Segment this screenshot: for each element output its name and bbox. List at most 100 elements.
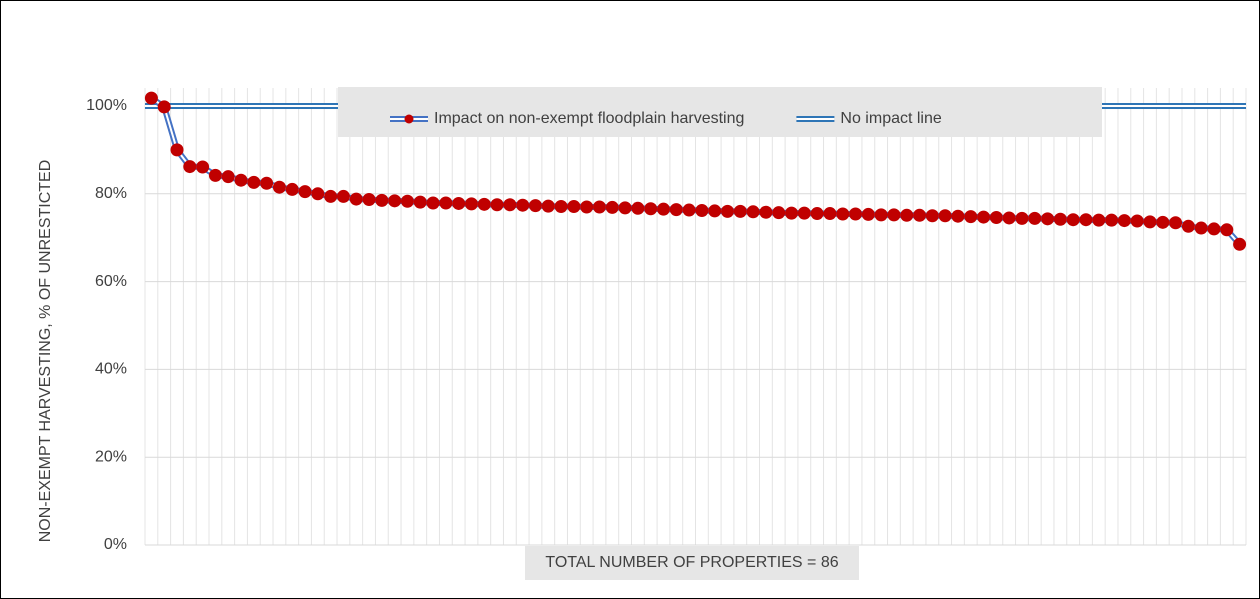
data-point (400, 194, 414, 208)
data-point (1105, 213, 1119, 227)
data-point (1117, 214, 1131, 228)
y-tick-label: 0% (104, 536, 127, 553)
data-point (1207, 222, 1221, 236)
data-point (260, 176, 274, 190)
legend-label: No impact line (840, 110, 941, 127)
legend-box (338, 87, 1102, 137)
data-point (324, 189, 338, 203)
y-tick-label: 100% (86, 97, 127, 114)
data-point (477, 197, 491, 211)
data-point (887, 208, 901, 222)
data-point (1233, 237, 1247, 251)
y-tick-label: 80% (95, 185, 127, 202)
grid: 0% 20% 40% 60% 80% 100% (86, 88, 1247, 553)
data-point (913, 208, 927, 222)
data-point (1002, 211, 1016, 225)
data-point (234, 173, 248, 187)
data-point (247, 175, 261, 189)
data-point (208, 168, 222, 182)
data-point (644, 202, 658, 216)
data-point (925, 209, 939, 223)
data-point (554, 200, 568, 214)
data-point (733, 204, 747, 218)
data-point (874, 208, 888, 222)
data-point (1015, 211, 1029, 225)
data-point (362, 193, 376, 207)
data-point (861, 207, 875, 221)
data-point (810, 207, 824, 221)
data-point (567, 200, 581, 214)
data-point (964, 210, 978, 224)
legend-label: Impact on non-exempt floodplain harvesti… (434, 110, 744, 127)
data-point (849, 207, 863, 221)
data-point (1220, 223, 1234, 237)
data-point (951, 209, 965, 223)
data-point (528, 199, 542, 213)
data-point (708, 204, 722, 218)
y-tick-label: 40% (95, 361, 127, 378)
data-point (823, 207, 837, 221)
data-point (1053, 212, 1067, 226)
data-point (631, 201, 645, 215)
data-point (1041, 212, 1055, 226)
data-point (938, 209, 952, 223)
y-axis-title: NON-EXEMPT HARVESTING, % OF UNRESTICTED (37, 160, 54, 543)
data-point (1066, 213, 1080, 227)
y-tick-label: 20% (95, 448, 127, 465)
data-point (375, 193, 389, 207)
x-axis-title: TOTAL NUMBER OF PROPERTIES = 86 (545, 554, 838, 571)
data-point (285, 182, 299, 196)
data-point (503, 198, 517, 212)
data-point (989, 211, 1003, 225)
data-point (772, 206, 786, 220)
data-point (170, 143, 184, 157)
data-point (746, 205, 760, 219)
data-point (797, 206, 811, 220)
data-point (605, 200, 619, 214)
data-point (439, 196, 453, 210)
data-point (580, 200, 594, 214)
data-point (541, 199, 555, 213)
data-point (221, 170, 235, 184)
data-point (1169, 216, 1183, 230)
data-point (413, 195, 427, 209)
data-point (388, 194, 402, 208)
data-point (721, 204, 735, 218)
x-title-box (525, 546, 859, 580)
y-tick-label: 60% (95, 273, 127, 290)
data-point (592, 200, 606, 214)
data-point (336, 189, 350, 203)
data-point (1181, 219, 1195, 233)
data-point (426, 196, 440, 210)
data-point (464, 197, 478, 211)
data-point (900, 208, 914, 222)
data-point (836, 207, 850, 221)
data-point (311, 187, 325, 201)
data-point (183, 160, 197, 174)
data-point (298, 185, 312, 199)
data-point (1092, 213, 1106, 227)
data-point (669, 203, 683, 217)
data-point (618, 201, 632, 215)
data-point (1156, 215, 1170, 229)
data-point (682, 203, 696, 217)
data-point (1194, 221, 1208, 235)
legend: Impact on non-exempt floodplain harvesti… (390, 110, 942, 127)
data-point (785, 206, 799, 220)
data-point (516, 198, 530, 212)
data-point (196, 160, 210, 174)
data-point (1130, 214, 1144, 228)
data-point (977, 210, 991, 224)
data-point (272, 180, 286, 194)
data-point (695, 203, 709, 217)
data-point (157, 100, 171, 114)
data-point (1143, 215, 1157, 229)
legend-marker (404, 114, 414, 124)
data-point (349, 192, 363, 206)
data-point (759, 205, 773, 219)
data-point (452, 196, 466, 210)
data-point (1079, 213, 1093, 227)
data-point (656, 202, 670, 216)
data-point (1028, 211, 1042, 225)
